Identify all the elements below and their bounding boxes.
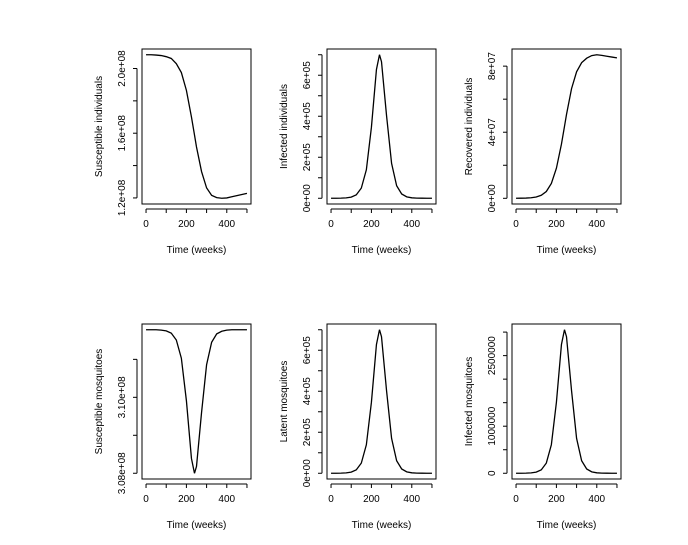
y-tick-label: 1000000 <box>487 406 498 445</box>
plot-box <box>326 323 437 480</box>
x-tick-label: 200 <box>178 494 195 505</box>
y-tick-label: 3.08e+08 <box>117 452 128 494</box>
x-axis-label: Time (weeks) <box>352 520 412 531</box>
series-line <box>146 329 247 474</box>
y-tick-label: 2.0e+08 <box>117 50 128 87</box>
x-tick-label: 400 <box>588 219 605 230</box>
y-axis-label: Susceptible mosquitoes <box>94 349 105 455</box>
y-axis-label: Latent mosquitoes <box>279 361 290 443</box>
y-tick-label: 1.2e+08 <box>117 179 128 216</box>
x-tick-label: 0 <box>143 494 149 505</box>
x-tick-label: 0 <box>513 494 519 505</box>
y-tick-label: 3.10e+08 <box>117 376 128 418</box>
panel-1: 0 200 400 Time (weeks) 1.2e+08 1.6e+08 2.0e+08… <box>94 48 252 256</box>
plot-box <box>141 48 252 205</box>
y-axis-label: Recovered individuals <box>464 78 475 176</box>
x-tick-label: 0 <box>328 219 334 230</box>
y-tick-label: 0 <box>487 470 498 476</box>
y-axis-label: Infected individuals <box>279 84 290 169</box>
x-axis-label: Time (weeks) <box>167 520 227 531</box>
x-axis-label: Time (weeks) <box>352 245 412 256</box>
plot-box <box>141 323 252 480</box>
panel-4: 0 200 400 Time (weeks) 3.08e+08 3.10e+08 Susce… <box>94 323 252 531</box>
x-tick-label: 400 <box>588 494 605 505</box>
x-tick-label: 200 <box>363 219 380 230</box>
y-tick-label: 2e+05 <box>302 418 313 447</box>
y-tick-label: 4e+05 <box>302 377 313 406</box>
plot-box <box>511 48 622 205</box>
y-tick-label: 6e+05 <box>302 336 313 365</box>
y-axis-label: Infected mosquitoes <box>464 357 475 447</box>
plot-box <box>511 323 622 480</box>
y-tick-label: 0e+00 <box>487 184 498 213</box>
series-line <box>331 329 432 474</box>
series-line <box>516 329 617 474</box>
panel-6: 0 200 400 Time (weeks) 0 1000000 2500000 Infect… <box>464 323 622 531</box>
x-axis-label: Time (weeks) <box>537 245 597 256</box>
y-tick-label: 0e+00 <box>302 184 313 213</box>
y-tick-label: 2e+05 <box>302 143 313 172</box>
x-tick-label: 400 <box>403 219 420 230</box>
x-tick-label: 200 <box>178 219 195 230</box>
y-tick-label: 2500000 <box>487 336 498 375</box>
y-tick-label: 8e+07 <box>487 52 498 81</box>
x-axis-label: Time (weeks) <box>167 245 227 256</box>
x-tick-label: 200 <box>363 494 380 505</box>
series-line <box>516 54 618 199</box>
series-line <box>146 54 248 199</box>
x-tick-label: 0 <box>513 219 519 230</box>
x-tick-label: 400 <box>218 494 235 505</box>
x-tick-label: 200 <box>548 494 565 505</box>
x-tick-label: 0 <box>143 219 149 230</box>
y-tick-label: 6e+05 <box>302 61 313 90</box>
x-axis-label: Time (weeks) <box>537 520 597 531</box>
panel-3: 0 200 400 Time (weeks) 0e+00 4e+07 8e+07 Recove… <box>464 48 622 256</box>
panel-2: 0 200 400 Time (weeks) 0e+00 2e+05 4e+05 6e+05 I… <box>279 48 437 256</box>
y-tick-label: 4e+07 <box>487 118 498 147</box>
y-tick-label: 4e+05 <box>302 102 313 131</box>
x-tick-label: 400 <box>218 219 235 230</box>
series-line <box>331 54 432 199</box>
y-tick-label: 0e+00 <box>302 459 313 488</box>
panel-5: 0 200 400 Time (weeks) 0e+00 2e+05 4e+05 6e+05 L… <box>279 323 437 531</box>
x-tick-label: 0 <box>328 494 334 505</box>
x-tick-label: 200 <box>548 219 565 230</box>
x-tick-label: 400 <box>403 494 420 505</box>
y-tick-label: 1.6e+08 <box>117 115 128 152</box>
y-axis-label: Susceptible individuals <box>94 76 105 177</box>
plot-box <box>326 48 437 205</box>
